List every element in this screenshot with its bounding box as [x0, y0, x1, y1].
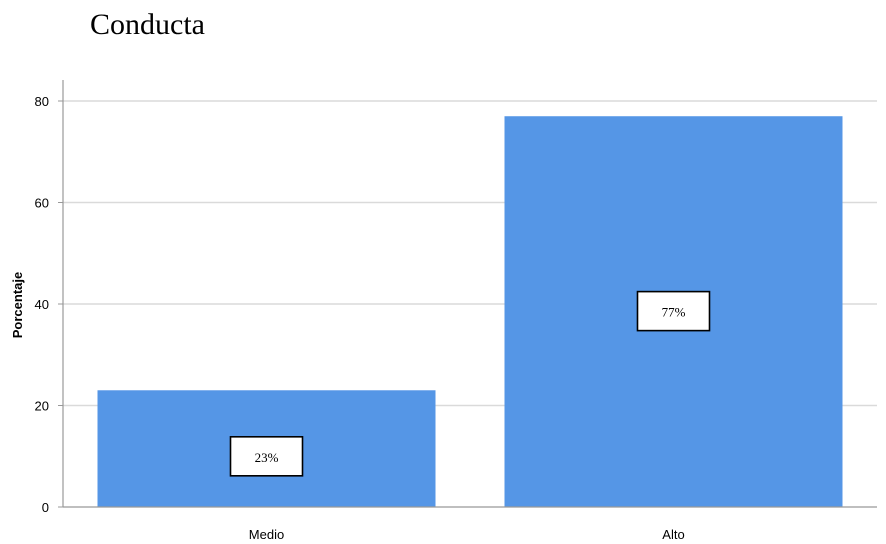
- data-label: 77%: [662, 305, 686, 320]
- x-category-label: Alto: [662, 527, 684, 542]
- y-tick-labels: 0 20 40 60 80: [35, 94, 49, 515]
- data-label-box: [229, 436, 304, 477]
- chart-title: Conducta: [90, 8, 205, 41]
- data-label-box: [636, 290, 711, 332]
- data-labels: 23% 77%: [229, 290, 711, 477]
- axes: [62, 80, 877, 508]
- y-tick-label: 0: [42, 500, 49, 515]
- y-tick-label: 20: [35, 399, 49, 414]
- data-label: 23%: [255, 450, 279, 465]
- y-tick-label: 40: [35, 297, 49, 312]
- x-category-labels: Medio Alto: [249, 527, 685, 542]
- x-category-label: Medio: [249, 527, 284, 542]
- y-tick-label: 60: [35, 196, 49, 211]
- y-axis-label: Porcentaje: [10, 272, 25, 338]
- y-tick-label: 80: [35, 94, 49, 109]
- bars-group: [97, 116, 843, 507]
